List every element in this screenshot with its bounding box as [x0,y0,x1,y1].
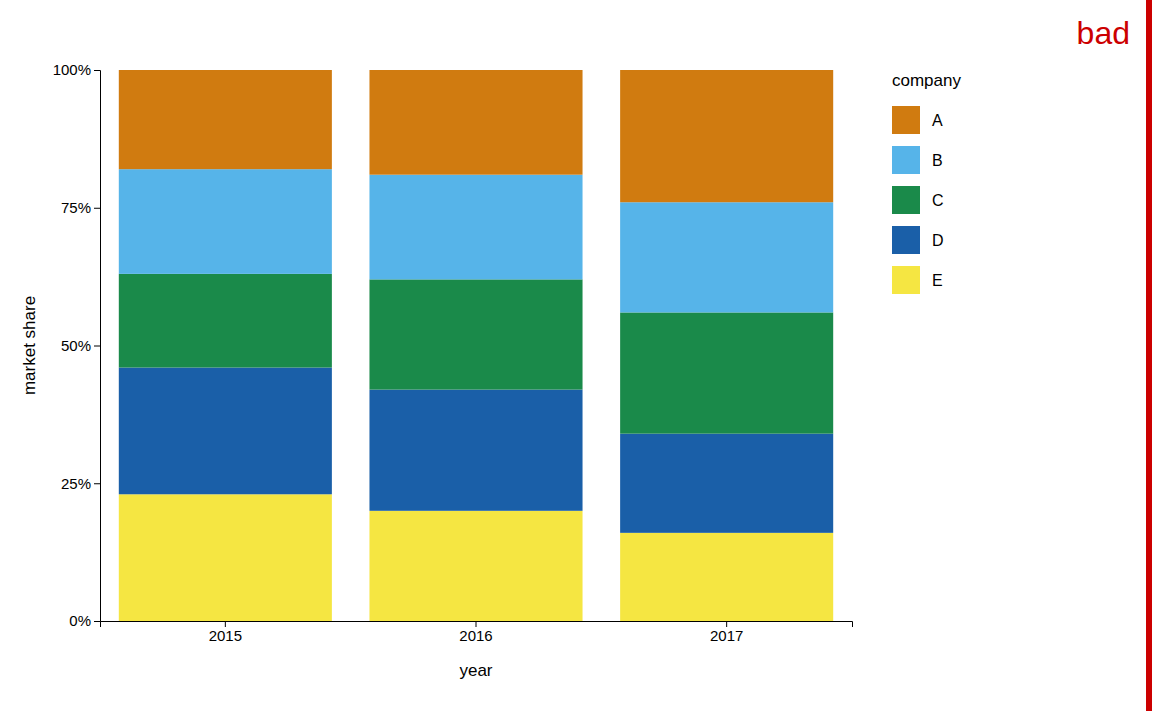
bar [620,202,833,312]
x-axis-title: year [459,661,492,680]
bar [119,494,332,621]
plot: 2015 2016 2017 0% 25% 50% 75% 100% year market sh… [20,61,961,680]
tick: 2017 [710,621,743,644]
chart: 2015 2016 2017 0% 25% 50% 75% 100% year market sh… [0,0,1152,711]
axis-line [94,71,101,622]
bar [369,511,582,621]
tick-mark [94,346,100,347]
legend-item: D [892,226,944,254]
tick-label: 0% [69,612,91,629]
legend: company A B C D E [892,71,961,294]
legend-item: A [892,106,943,134]
bar [620,70,833,202]
tick: 2016 [459,621,492,644]
tick-label: 75% [61,199,91,216]
tick: 25% [61,475,100,492]
tick-label: 2015 [209,627,242,644]
bar [620,533,833,621]
legend-label: B [932,152,943,169]
bar [119,70,332,169]
tick-mark [94,483,100,484]
tick: 50% [61,337,100,354]
legend-swatch [892,186,920,214]
bar [369,279,582,389]
tick: 2015 [209,621,242,644]
x-axis: 2015 2016 2017 [101,621,853,644]
legend-swatch [892,146,920,174]
legend-item: C [892,186,944,214]
tick-label: 25% [61,475,91,492]
legend-swatch [892,106,920,134]
bar [119,274,332,368]
tick-mark [94,70,100,71]
bar [620,312,833,433]
legend-swatch [892,266,920,294]
tick-label: 50% [61,337,91,354]
legend-label: C [932,192,944,209]
legend-title: company [892,71,961,90]
bar [119,368,332,495]
annotation: bad [1077,15,1130,51]
y-axis: 0% 25% 50% 75% 100% [53,61,101,629]
bar [369,70,582,175]
bar [620,434,833,533]
legend-swatch [892,226,920,254]
bars [119,70,833,621]
bar [369,175,582,280]
tick: 0% [69,612,100,629]
legend-label: A [932,112,943,129]
edge-line [1146,0,1152,711]
tick: 75% [61,199,100,216]
legend-item: B [892,146,943,174]
legend-label: D [932,232,944,249]
legend-item: E [892,266,943,294]
tick-label: 2016 [459,627,492,644]
legend-label: E [932,272,943,289]
tick-label: 2017 [710,627,743,644]
tick-label: 100% [53,61,91,78]
series [119,70,833,202]
bar [119,169,332,274]
bar [369,390,582,511]
tick-mark [94,208,100,209]
tick: 100% [53,61,100,78]
tick-mark [94,621,100,622]
y-axis-title: market share [20,296,39,395]
